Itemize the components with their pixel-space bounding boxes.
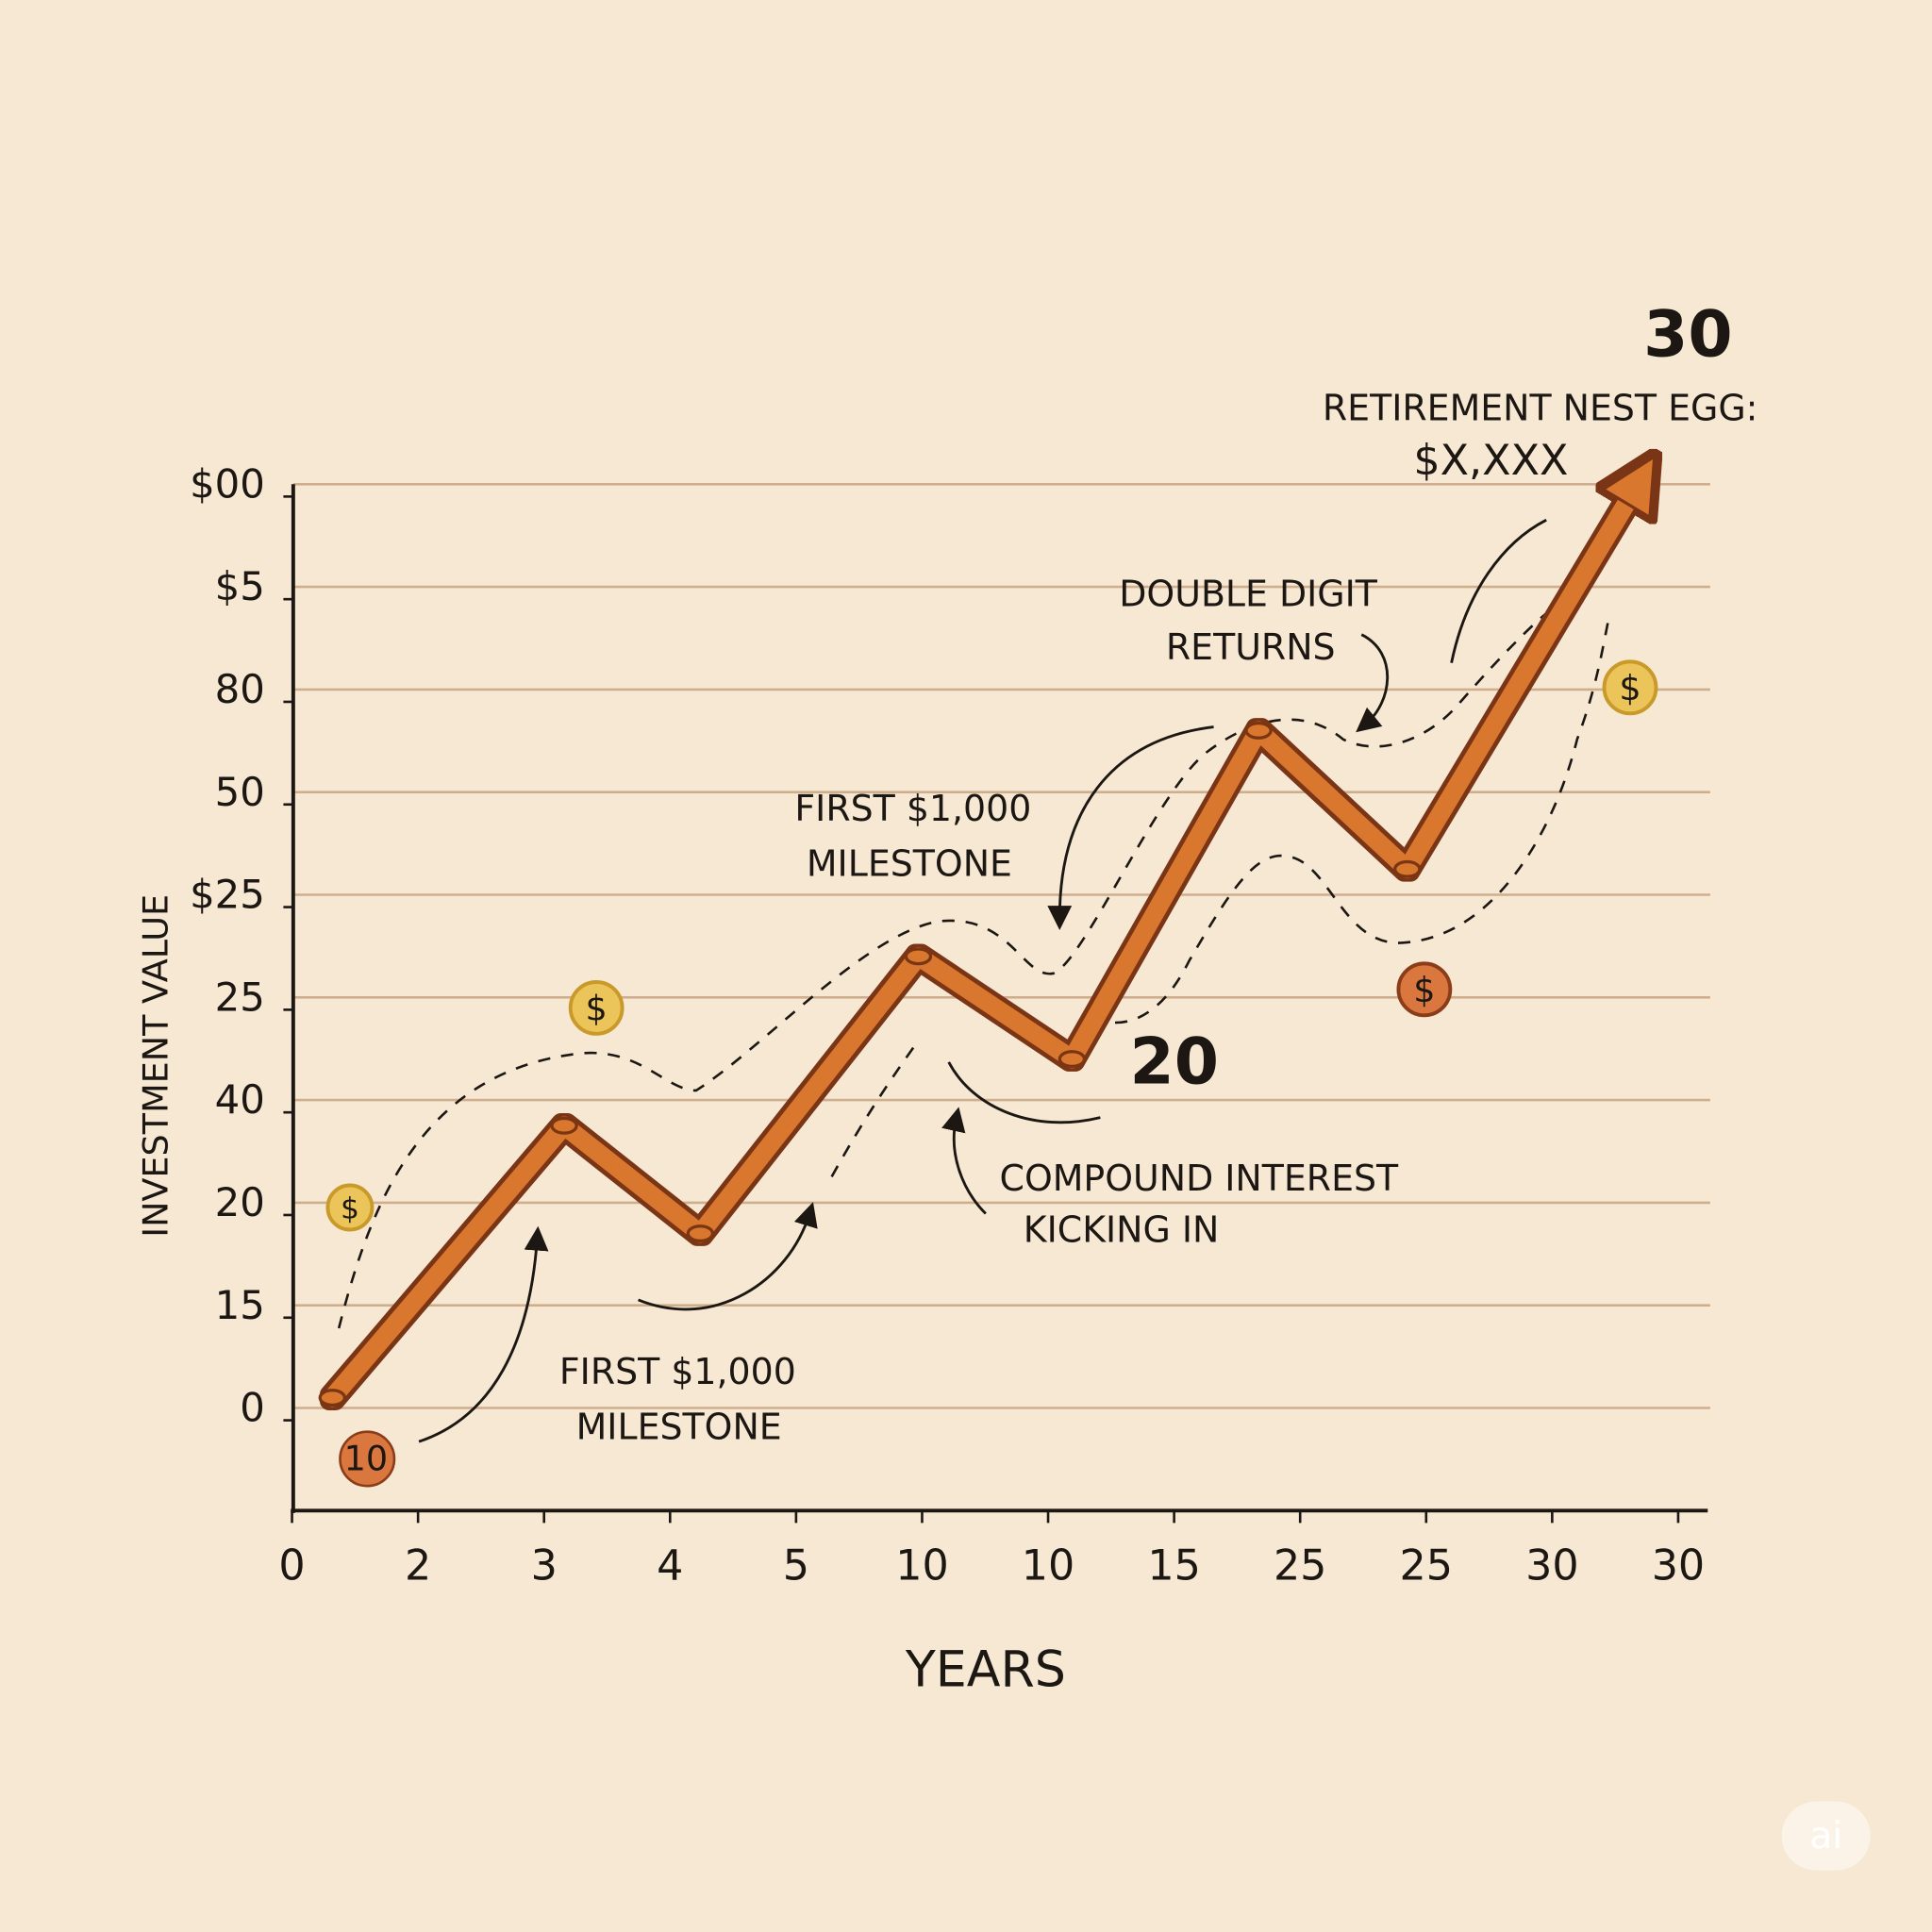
annotation-arrow bbox=[1450, 518, 1547, 663]
y-tick-label: 20 bbox=[215, 1179, 265, 1225]
y-tick-label: $00 bbox=[190, 460, 265, 507]
x-tick-label: 5 bbox=[783, 1542, 809, 1591]
annotation-arrow bbox=[418, 1225, 549, 1443]
x-tick-label: 15 bbox=[1147, 1542, 1201, 1591]
x-tick-label: 4 bbox=[657, 1542, 683, 1591]
annotation: MILESTONE bbox=[807, 843, 1012, 885]
y-tick-label: 80 bbox=[215, 666, 265, 712]
data-point bbox=[1244, 721, 1273, 740]
annotation: RETURNS bbox=[1166, 626, 1336, 668]
annotation: RETIREMENT NEST EGG: bbox=[1323, 387, 1758, 428]
annotation: 20 bbox=[1129, 1024, 1219, 1099]
coin-label: $ bbox=[586, 989, 608, 1029]
x-tick-label: 30 bbox=[1525, 1542, 1579, 1591]
data-line bbox=[323, 484, 1638, 1407]
badge-label: 10 bbox=[344, 1438, 389, 1478]
coin bbox=[1602, 659, 1658, 716]
coin-label: $ bbox=[341, 1192, 359, 1226]
annotation: COMPOUND INTEREST bbox=[1000, 1158, 1400, 1199]
annotation: FIRST $1,000 bbox=[559, 1351, 796, 1392]
y-tick-label: 15 bbox=[215, 1282, 265, 1328]
annotation: KICKING IN bbox=[1024, 1209, 1220, 1251]
annotation: $X,XXX bbox=[1413, 437, 1568, 485]
annotation-arrow bbox=[947, 1061, 1101, 1124]
x-tick-label: 10 bbox=[895, 1542, 949, 1591]
x-tick-label: 3 bbox=[531, 1542, 558, 1591]
dashed-curve bbox=[830, 622, 1609, 1177]
y-axis-title: INVESTMENT VALUE bbox=[136, 894, 176, 1238]
x-tick-label: 2 bbox=[405, 1542, 431, 1591]
annotation: DOUBLE DIGIT bbox=[1119, 574, 1378, 615]
watermark: ai bbox=[1809, 1815, 1842, 1857]
y-tick-label: $5 bbox=[215, 563, 265, 609]
x-tick-label: 30 bbox=[1652, 1542, 1706, 1591]
data-point bbox=[318, 1389, 346, 1407]
data-point bbox=[904, 947, 933, 966]
coin-label: $ bbox=[1413, 970, 1435, 1010]
badge bbox=[339, 1430, 396, 1488]
data-point bbox=[1058, 1050, 1087, 1069]
coin bbox=[325, 1183, 375, 1232]
data-point bbox=[1393, 859, 1422, 878]
annotation-arrow bbox=[1356, 633, 1390, 733]
x-tick-label: 0 bbox=[278, 1542, 305, 1591]
grid bbox=[292, 482, 1710, 1409]
y-tick-label: $25 bbox=[190, 872, 265, 918]
annotation-arrow bbox=[941, 1107, 987, 1215]
annotation-arrow bbox=[1047, 725, 1214, 930]
coin bbox=[1396, 961, 1453, 1018]
coin-label: $ bbox=[1619, 668, 1641, 708]
y-tick-label: 40 bbox=[215, 1076, 265, 1123]
dashed-curve bbox=[337, 602, 1559, 1329]
x-tick-label: 10 bbox=[1022, 1542, 1075, 1591]
data-point bbox=[686, 1224, 715, 1243]
x-tick-label: 25 bbox=[1274, 1542, 1327, 1591]
annotation: MILESTONE bbox=[576, 1407, 782, 1448]
watermark-badge bbox=[1781, 1801, 1871, 1871]
y-tick-label: 50 bbox=[215, 769, 265, 815]
annotation: FIRST $1,000 bbox=[794, 788, 1031, 829]
annotation: 30 bbox=[1643, 298, 1733, 373]
y-tick-label: 0 bbox=[240, 1385, 265, 1431]
annotation-arrow bbox=[638, 1202, 818, 1311]
y-tick-label: 25 bbox=[215, 974, 265, 1020]
coin bbox=[568, 980, 625, 1036]
x-tick-label: 25 bbox=[1400, 1542, 1454, 1591]
data-point bbox=[550, 1116, 578, 1135]
x-axis-title: YEARS bbox=[905, 1642, 1066, 1699]
